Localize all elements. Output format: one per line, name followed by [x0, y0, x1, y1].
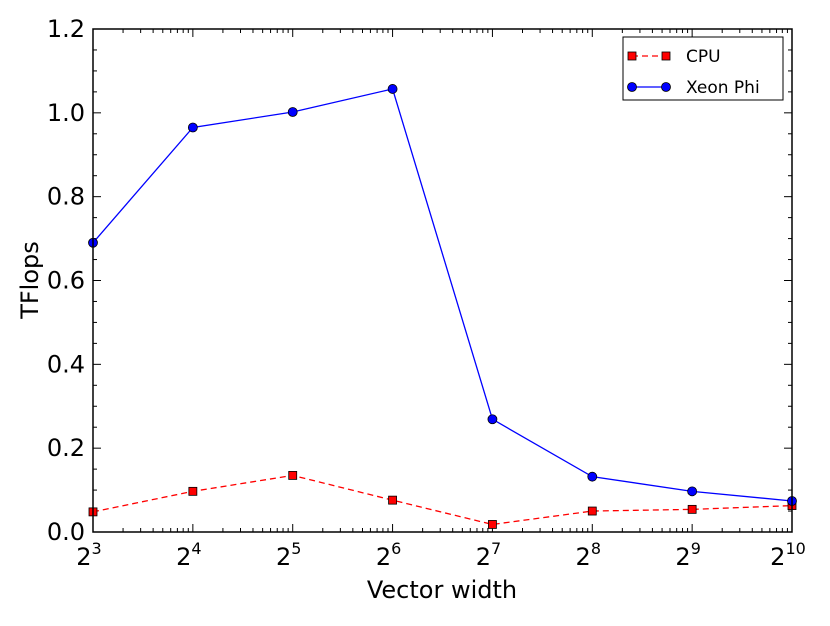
data-point-xeon-phi — [287, 107, 298, 117]
y-tick-label: 0.4 — [47, 350, 85, 378]
legend-marker-xeon-phi — [627, 82, 637, 92]
legend-label-cpu: CPU — [686, 47, 721, 67]
x-tick-exponent: 10 — [785, 539, 805, 558]
data-point-cpu — [388, 495, 397, 505]
x-tick-base: 2 — [176, 543, 191, 571]
y-tick-label: 0.8 — [47, 183, 85, 211]
x-tick-label: 28 — [576, 539, 601, 571]
legend-marker-cpu-end — [661, 51, 671, 61]
x-tick-base: 2 — [770, 543, 785, 571]
x-tick-label: 29 — [675, 539, 700, 571]
data-point-xeon-phi — [587, 471, 598, 482]
x-tick-exponent: 8 — [591, 539, 601, 558]
data-point-xeon-phi — [187, 122, 198, 133]
data-point-cpu — [488, 520, 497, 529]
x-tick-label: 210 — [770, 539, 806, 571]
legend: CPU Xeon Phi — [622, 36, 784, 101]
y-axis-label: TFlops — [16, 241, 44, 320]
y-tick-labels: 0.0 0.2 0.4 0.6 0.8 1.0 1.2 — [47, 15, 85, 546]
x-tick-base: 2 — [276, 543, 291, 571]
data-point-xeon-phi — [687, 486, 698, 497]
y-tick-label: 0.0 — [47, 518, 85, 546]
x-tick-base: 2 — [476, 543, 491, 571]
x-tick-base: 2 — [576, 543, 591, 571]
y-tick-label: 0.2 — [47, 434, 85, 462]
data-point-xeon-phi — [387, 84, 398, 94]
x-tick-exponent: 6 — [391, 539, 401, 558]
x-tick-exponent: 9 — [691, 539, 701, 558]
plot-frame — [92, 28, 793, 533]
data-point-cpu — [188, 486, 198, 496]
x-tick-label: 25 — [276, 539, 301, 571]
legend-label-xeon-phi: Xeon Phi — [686, 78, 760, 98]
y-tick-label: 1.2 — [47, 15, 85, 43]
plot-area — [93, 29, 792, 532]
x-tick-base: 2 — [76, 543, 91, 571]
series-line-cpu — [92, 474, 793, 526]
x-tick-base: 2 — [376, 543, 391, 571]
legend-box — [622, 36, 784, 101]
legend-marker-cpu — [627, 51, 637, 61]
x-tick-label: 23 — [76, 539, 101, 571]
series-line-xeon-phi — [92, 88, 793, 502]
x-tick-label: 27 — [476, 539, 501, 571]
x-tick-exponent: 7 — [491, 539, 501, 558]
x-tick-exponent: 5 — [291, 539, 301, 558]
x-tick-label: 24 — [176, 539, 201, 571]
data-point-cpu — [288, 471, 298, 480]
data-point-xeon-phi — [487, 414, 498, 425]
x-tick-label: 26 — [376, 539, 401, 571]
x-axis-label: Vector width — [367, 576, 517, 604]
x-tick-exponent: 4 — [191, 539, 201, 558]
legend-marker-xeon-phi-end — [661, 82, 671, 92]
y-tick-label: 1.0 — [47, 99, 85, 127]
data-point-cpu — [687, 504, 697, 514]
x-tick-exponent: 3 — [92, 539, 102, 558]
y-tick-label: 0.6 — [47, 267, 85, 295]
x-tick-labels: 23 24 25 26 27 28 29 210 — [76, 539, 806, 571]
data-point-cpu — [587, 506, 597, 516]
x-tick-base: 2 — [675, 543, 690, 571]
